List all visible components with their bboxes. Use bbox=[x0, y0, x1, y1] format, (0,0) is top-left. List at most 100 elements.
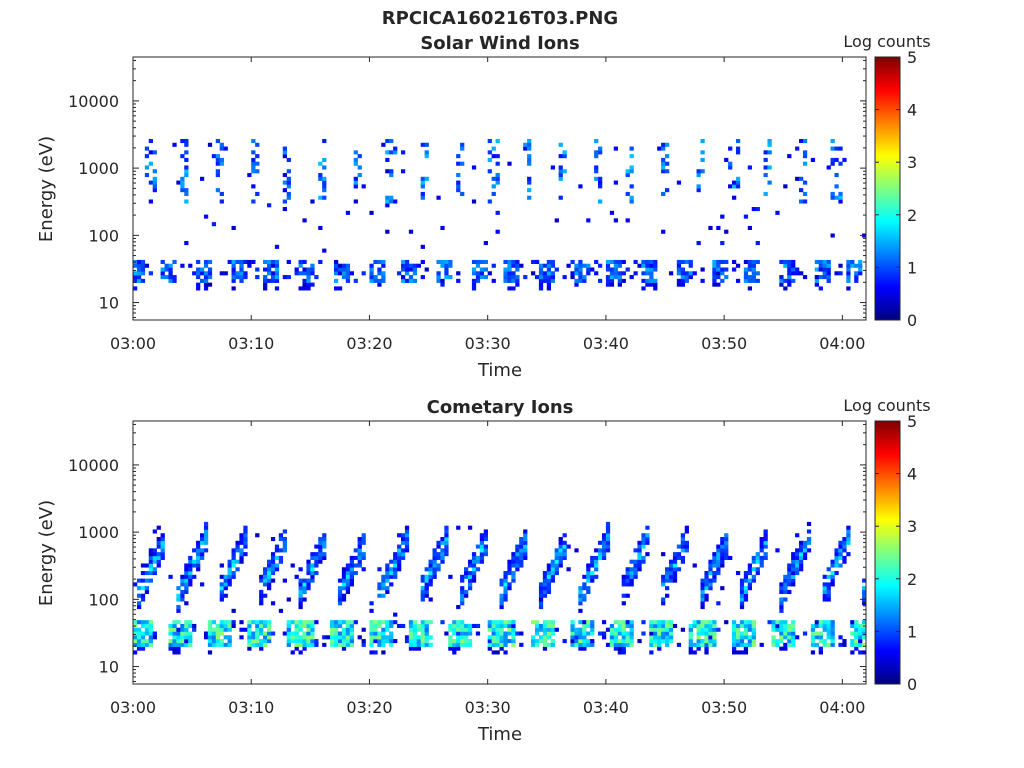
spectrogram-cell bbox=[408, 263, 414, 268]
spectrogram-cell bbox=[637, 555, 642, 560]
spectrogram-cell bbox=[393, 150, 398, 155]
spectrogram-cell bbox=[732, 639, 737, 644]
spectrogram-cell bbox=[487, 646, 492, 651]
spectrogram-cell bbox=[341, 275, 347, 280]
spectrogram-cell bbox=[538, 267, 544, 272]
spectrogram-cell bbox=[629, 623, 634, 629]
spectrogram-cell bbox=[649, 282, 654, 287]
y-tick-label: 100 bbox=[88, 590, 119, 609]
spectrogram-cell bbox=[574, 263, 579, 268]
spectrogram-cell bbox=[822, 271, 827, 276]
spectrogram-cell bbox=[180, 176, 185, 181]
spectrogram-cell bbox=[791, 635, 796, 640]
spectrogram-cell bbox=[802, 552, 808, 557]
spectrogram-cell bbox=[554, 267, 559, 272]
spectrogram-cell bbox=[196, 275, 201, 280]
spectrogram-cell bbox=[511, 271, 516, 276]
spectrogram-cell bbox=[397, 559, 402, 564]
spectrogram-cell bbox=[668, 271, 674, 276]
spectrogram-cell bbox=[184, 567, 189, 572]
spectrogram-cell bbox=[712, 555, 717, 560]
spectrogram-cell bbox=[795, 635, 800, 640]
spectrogram-cell bbox=[381, 142, 386, 147]
spectrogram-cell bbox=[255, 267, 260, 272]
spectrogram-cell bbox=[345, 635, 351, 640]
spectrogram-cell bbox=[357, 537, 362, 542]
spectrogram-cell bbox=[464, 639, 469, 644]
spectrogram-cell bbox=[345, 210, 351, 215]
spectrogram-cell bbox=[180, 642, 185, 647]
spectrogram-cell bbox=[432, 559, 437, 564]
spectrogram-cell bbox=[704, 627, 709, 632]
spectrogram-cell bbox=[373, 635, 378, 640]
spectrogram-cell bbox=[834, 157, 839, 162]
spectrogram-cell bbox=[629, 567, 634, 572]
spectrogram-cell bbox=[665, 586, 670, 591]
spectrogram-cell bbox=[456, 639, 461, 644]
spectrogram-cell bbox=[763, 173, 768, 178]
spectrogram-cell bbox=[641, 286, 646, 291]
spectrogram-cell bbox=[590, 267, 595, 272]
spectrogram-cell bbox=[531, 642, 536, 647]
spectrogram-cell bbox=[826, 623, 831, 629]
spectrogram-cell bbox=[830, 620, 835, 625]
spectrogram-cell bbox=[184, 582, 189, 587]
spectrogram-cell bbox=[546, 271, 552, 276]
spectrogram-cell bbox=[822, 623, 827, 629]
spectrogram-cell bbox=[546, 571, 552, 576]
spectrogram-cell bbox=[227, 582, 232, 587]
spectrogram-cell bbox=[231, 275, 236, 280]
spectrogram-cell bbox=[495, 639, 500, 644]
spectrogram-cell bbox=[211, 631, 217, 636]
spectrogram-cell bbox=[266, 631, 272, 636]
spectrogram-cell bbox=[810, 642, 816, 647]
spectrogram-cell bbox=[629, 574, 634, 579]
spectrogram-cell bbox=[680, 548, 686, 553]
spectrogram-cell bbox=[452, 631, 457, 636]
spectrogram-cell bbox=[243, 271, 248, 276]
spectrogram-cell bbox=[633, 271, 638, 276]
spectrogram-cell bbox=[665, 578, 670, 583]
spectrogram-cell bbox=[791, 574, 796, 579]
spectrogram-cell bbox=[751, 207, 756, 212]
spectrogram-cell bbox=[558, 559, 563, 564]
spectrogram-cell bbox=[791, 620, 796, 625]
spectrogram-cell bbox=[397, 623, 402, 629]
spectrogram-cell bbox=[629, 165, 634, 170]
spectrogram-cell bbox=[601, 620, 607, 625]
spectrogram-cell bbox=[306, 620, 311, 625]
spectrogram-cell bbox=[369, 608, 374, 613]
spectrogram-cell bbox=[743, 578, 749, 583]
spectrogram-cell bbox=[534, 623, 540, 629]
spectrogram-cell bbox=[574, 282, 579, 287]
spectrogram-cell bbox=[298, 589, 303, 594]
spectrogram-cell bbox=[479, 267, 485, 272]
spectrogram-cell bbox=[337, 620, 343, 625]
spectrogram-cell bbox=[184, 241, 189, 246]
spectrogram-cell bbox=[649, 642, 654, 647]
spectrogram-cell bbox=[188, 623, 193, 629]
y-tick-label: 10000 bbox=[68, 92, 119, 111]
spectrogram-cell bbox=[322, 180, 327, 185]
spectrogram-cell bbox=[676, 267, 682, 272]
spectrogram-cell bbox=[507, 267, 512, 272]
spectrogram-cell bbox=[684, 278, 689, 283]
spectrogram-cell bbox=[625, 593, 630, 598]
spectrogram-cell bbox=[787, 278, 792, 283]
spectrogram-cell bbox=[322, 537, 327, 542]
spectrogram-cell bbox=[665, 161, 670, 166]
spectrogram-cell bbox=[511, 571, 516, 576]
spectrogram-cell bbox=[661, 191, 666, 196]
spectrogram-cell bbox=[440, 282, 445, 287]
spectrogram-cell bbox=[148, 271, 153, 276]
spectrogram-cell bbox=[385, 203, 390, 208]
spectrogram-cell bbox=[550, 165, 555, 170]
spectrogram-cell bbox=[377, 620, 382, 625]
spectrogram-cell bbox=[361, 271, 366, 276]
spectrogram-cell bbox=[373, 259, 378, 265]
spectrogram-cell bbox=[621, 623, 626, 629]
spectrogram-cell bbox=[826, 642, 831, 647]
spectrogram-cell bbox=[184, 589, 189, 594]
spectrogram-cell bbox=[720, 559, 725, 564]
